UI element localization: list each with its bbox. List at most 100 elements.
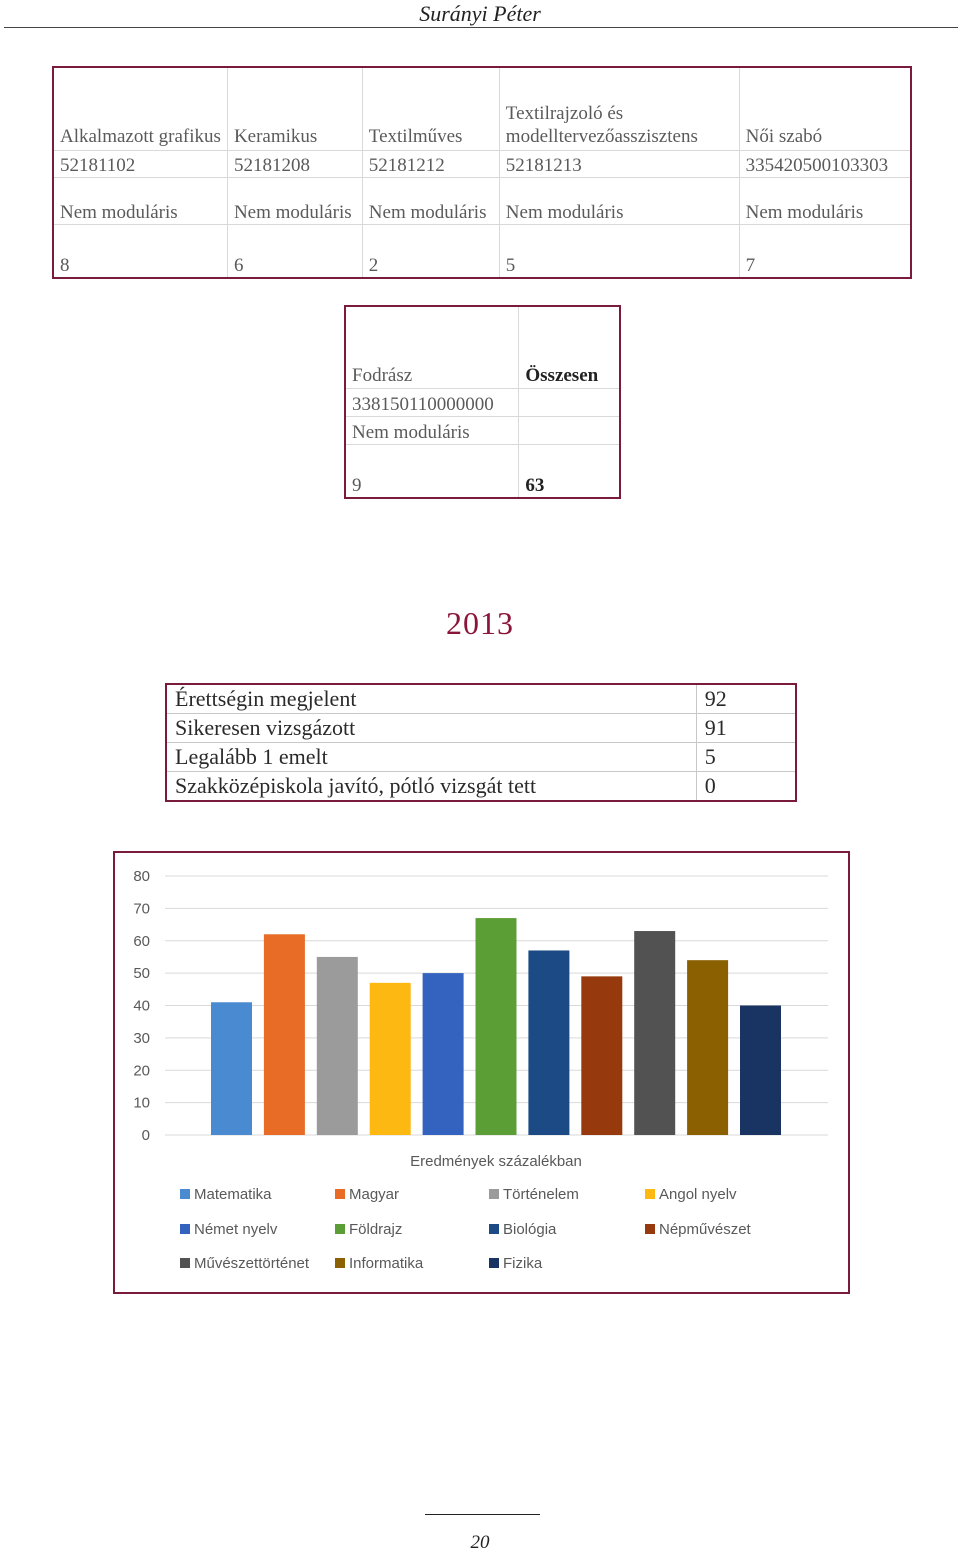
legend-swatch	[645, 1189, 655, 1199]
professions-table: Alkalmazott grafikus Keramikus Textilműv…	[52, 66, 912, 279]
cell-name: Keramikus	[226, 66, 363, 151]
table-row: 338150110000000	[344, 388, 621, 417]
table-row-codes: 52181102 52181208 52181212 52181213 3354…	[52, 150, 912, 178]
legend-label: Földrajz	[349, 1221, 402, 1238]
total-value: 63	[518, 444, 621, 499]
total-table: Fodrász Összesen 338150110000000 Nem mod…	[344, 305, 621, 499]
cell-count: 7	[738, 224, 912, 279]
bar-történelem	[316, 956, 358, 1135]
chart-svg: 0 10 20 30 40 50 60 70 80 Eredmények százalékban M…	[133, 868, 828, 1272]
legend-swatch	[489, 1189, 499, 1199]
cell-type: Nem moduláris	[226, 177, 363, 225]
legend-swatch	[335, 1189, 345, 1199]
exam-value: 5	[695, 742, 797, 772]
table-row-types: Nem moduláris Nem moduláris Nem modulári…	[52, 177, 912, 225]
legend-swatch	[180, 1258, 190, 1268]
cell-name: Női szabó	[738, 66, 912, 151]
legend-label: Fizika	[503, 1255, 543, 1272]
legend-label: Magyar	[349, 1186, 399, 1203]
cell-name: Textilrajzoló és modelltervezőassziszten…	[498, 66, 740, 151]
y-tick-label: 10	[133, 1095, 150, 1112]
exam-value: 91	[695, 713, 797, 743]
legend-swatch	[180, 1224, 190, 1234]
table-row: Nem moduláris	[344, 416, 621, 445]
cell-type: Nem moduláris	[738, 177, 912, 225]
bar-népművészet	[581, 976, 623, 1135]
legend-label: Biológia	[503, 1221, 557, 1238]
results-chart: 0 10 20 30 40 50 60 70 80 Eredmények százalékban M…	[113, 851, 850, 1294]
legend-label: Matematika	[194, 1186, 272, 1203]
cell-code: 52181102	[52, 150, 228, 178]
table-row: Sikeresen vizsgázott 91	[165, 713, 797, 743]
exam-results-table: Érettségin megjelent 92 Sikeresen vizsgá…	[165, 683, 797, 802]
bar-biológia	[528, 950, 570, 1135]
cell-empty	[518, 388, 621, 417]
cell-code: 52181213	[498, 150, 740, 178]
cell-count: 8	[52, 224, 228, 279]
bar-magyar	[263, 934, 305, 1135]
bar-angol nyelv	[369, 982, 411, 1135]
cell-type: Nem moduláris	[52, 177, 228, 225]
cell-count: 5	[498, 224, 740, 279]
cell-empty	[518, 416, 621, 445]
bar-matematika	[211, 1002, 252, 1135]
y-tick-label: 40	[133, 998, 150, 1015]
bar-művészettörténet	[634, 931, 676, 1135]
cell-code: 52181212	[361, 150, 500, 178]
legend-swatch	[489, 1224, 499, 1234]
table-row-names: Alkalmazott grafikus Keramikus Textilműv…	[52, 66, 912, 151]
exam-value: 92	[695, 683, 797, 714]
bar-fizika	[740, 1005, 781, 1135]
legend-label: Történelem	[503, 1186, 579, 1203]
exam-value: 0	[695, 771, 797, 802]
cell-name: Textilműves	[361, 66, 500, 151]
year-heading: 2013	[446, 605, 514, 641]
bar-informatika	[687, 960, 729, 1135]
table-row: Fodrász Összesen	[344, 305, 621, 389]
table-row-counts: 8 6 2 5 7	[52, 224, 912, 279]
legend-label: Népművészet	[659, 1221, 752, 1238]
y-tick-label: 60	[133, 933, 150, 950]
footer-rule	[425, 1514, 540, 1515]
cell-count: 9	[344, 444, 520, 499]
cell-type: Nem moduláris	[344, 416, 520, 445]
bar-német nyelv	[422, 973, 464, 1135]
legend-label: Informatika	[349, 1255, 424, 1272]
total-label: Összesen	[518, 305, 621, 389]
y-tick-label: 50	[133, 965, 150, 982]
y-tick-label: 70	[133, 900, 150, 917]
y-tick-label: 80	[133, 868, 150, 885]
table-row: Érettségin megjelent 92	[165, 683, 797, 714]
cell-name: Fodrász	[344, 305, 520, 389]
y-tick-label: 0	[142, 1127, 150, 1144]
cell-count: 2	[361, 224, 500, 279]
x-axis-label: Eredmények százalékban	[410, 1153, 582, 1170]
cell-count: 6	[226, 224, 363, 279]
y-tick-label: 30	[133, 1030, 150, 1047]
cell-type: Nem moduláris	[361, 177, 500, 225]
y-tick-label: 20	[133, 1062, 150, 1079]
cell-code: 335420500103303	[738, 150, 912, 178]
page-number: 20	[470, 1532, 490, 1553]
exam-label: Érettségin megjelent	[165, 683, 697, 714]
legend-label: Német nyelv	[194, 1221, 278, 1238]
legend-label: Művészettörténet	[194, 1255, 310, 1272]
legend-swatch	[335, 1258, 345, 1268]
legend-label: Angol nyelv	[659, 1186, 737, 1203]
cell-type: Nem moduláris	[498, 177, 740, 225]
legend-swatch	[180, 1189, 190, 1199]
exam-label: Legalább 1 emelt	[165, 742, 697, 772]
legend-swatch	[335, 1224, 345, 1234]
legend-swatch	[645, 1224, 655, 1234]
cell-code: 338150110000000	[344, 388, 520, 417]
header-rule	[4, 27, 958, 28]
cell-code: 52181208	[226, 150, 363, 178]
table-row: Legalább 1 emelt 5	[165, 742, 797, 772]
legend-swatch	[489, 1258, 499, 1268]
exam-label: Sikeresen vizsgázott	[165, 713, 697, 743]
table-row: Szakközépiskola javító, pótló vizsgát te…	[165, 771, 797, 802]
page-header-author: Surányi Péter	[419, 1, 541, 26]
exam-label: Szakközépiskola javító, pótló vizsgát te…	[165, 771, 697, 802]
bar-földrajz	[475, 918, 517, 1135]
cell-name: Alkalmazott grafikus	[52, 66, 228, 151]
